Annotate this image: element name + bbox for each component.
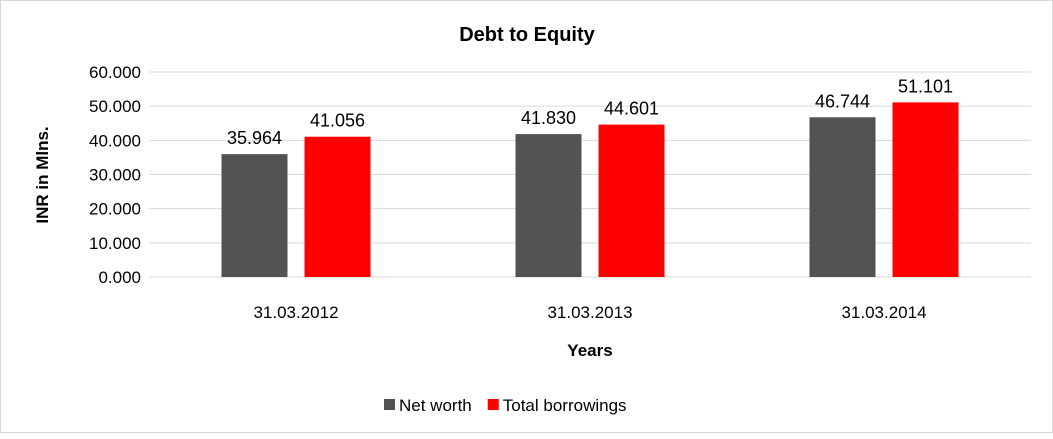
y-tick-label: 30.000 — [89, 166, 141, 185]
data-label: 44.601 — [604, 99, 659, 119]
y-axis-label: INR in Mlns. — [33, 126, 52, 223]
y-tick-label: 40.000 — [89, 131, 141, 150]
x-tick-label: 31.03.2012 — [253, 303, 338, 322]
data-label: 51.101 — [898, 76, 953, 96]
bar — [598, 124, 665, 277]
bar — [809, 117, 876, 277]
legend-swatch — [487, 399, 499, 410]
x-tick-label: 31.03.2013 — [547, 303, 632, 322]
bar — [221, 154, 288, 277]
bar — [515, 134, 582, 277]
data-label: 41.056 — [310, 111, 365, 131]
legend: Net worth Total borrowings — [384, 396, 627, 415]
bar — [892, 102, 959, 278]
bar — [304, 136, 371, 277]
data-label: 46.744 — [815, 91, 870, 111]
x-tick-label: 31.03.2014 — [841, 303, 926, 322]
y-tick-label: 50.000 — [89, 97, 141, 116]
legend-label: Net worth — [399, 396, 472, 415]
y-tick-label: 0.000 — [98, 268, 141, 287]
data-label: 35.964 — [227, 128, 282, 148]
legend-label: Total borrowings — [503, 396, 627, 415]
y-tick-label: 60.000 — [89, 63, 141, 82]
data-label: 41.830 — [521, 108, 576, 128]
y-tick-label: 10.000 — [89, 234, 141, 253]
legend-swatch — [384, 399, 395, 410]
chart-title: Debt to Equity — [459, 24, 595, 46]
x-axis-label: Years — [567, 341, 612, 360]
y-tick-label: 20.000 — [89, 200, 141, 219]
